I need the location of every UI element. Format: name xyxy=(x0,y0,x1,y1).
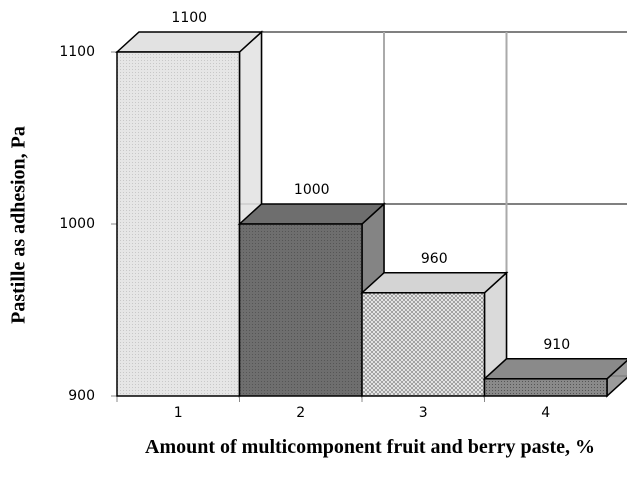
bar-top xyxy=(115,31,264,53)
x-tick-label: 1 xyxy=(174,405,183,421)
x-tick-label: 4 xyxy=(541,405,550,421)
bar xyxy=(361,292,486,397)
bar xyxy=(116,51,241,397)
bar-top xyxy=(482,358,627,380)
value-label: 1000 xyxy=(294,182,330,198)
x-tick-label: 2 xyxy=(296,405,305,421)
x-axis-title: Amount of multicomponent fruit and berry… xyxy=(145,436,595,458)
value-label: 1100 xyxy=(171,10,207,26)
y-tick-label: 900 xyxy=(68,388,95,404)
y-axis-title: Pastille as adhesion, Pa xyxy=(8,126,30,324)
value-label: 910 xyxy=(543,337,570,353)
bar-top xyxy=(237,203,386,225)
bar xyxy=(238,223,363,397)
value-label: 960 xyxy=(421,251,448,267)
bar-top xyxy=(360,272,509,294)
y-tick-label: 1100 xyxy=(59,44,95,60)
bar xyxy=(483,378,608,397)
x-tick-label: 3 xyxy=(419,405,428,421)
y-tick-label: 1000 xyxy=(59,216,95,232)
